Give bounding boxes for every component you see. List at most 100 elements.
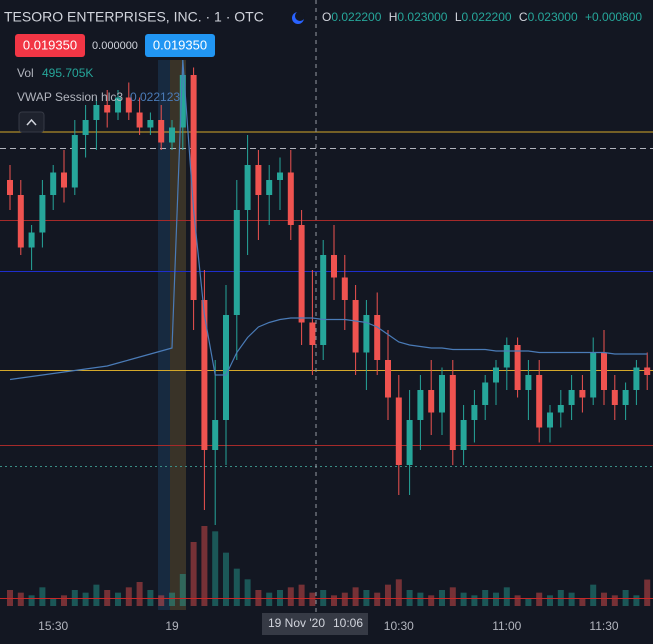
volume-bar <box>179 574 186 606</box>
candle-body <box>298 225 305 323</box>
candle-body <box>212 420 219 450</box>
buy-price[interactable]: 0.019350 <box>153 37 207 52</box>
candle-body <box>568 390 575 405</box>
candle-body <box>147 120 154 128</box>
volume-bar <box>82 592 89 606</box>
volume-bar <box>568 592 575 606</box>
volume-bar <box>385 584 391 606</box>
candle-body <box>460 420 467 450</box>
volume-bar <box>611 595 618 606</box>
spread: 0.000000 <box>92 40 138 52</box>
volume-bar <box>125 587 132 606</box>
candle-body <box>244 165 251 210</box>
candle-body <box>514 345 521 390</box>
candle-body <box>233 210 240 315</box>
volume-bar <box>61 595 67 606</box>
volume-bar <box>190 542 197 606</box>
volume-bar <box>514 595 521 606</box>
sell-button[interactable] <box>15 34 85 57</box>
volume-bar <box>503 587 510 606</box>
volume-bar <box>525 598 532 606</box>
volume-bar <box>395 579 402 606</box>
candle-body <box>190 75 197 300</box>
volume-bar <box>136 582 143 606</box>
c-value: 0.023000 <box>528 10 578 24</box>
volume-bar <box>115 592 121 606</box>
candle-body <box>471 405 478 420</box>
candle-body <box>363 315 370 353</box>
candle-body <box>590 352 597 398</box>
volume-bar <box>309 592 316 606</box>
candle-body <box>93 105 100 120</box>
o-value: 0.022200 <box>331 10 381 24</box>
volume-bar <box>601 592 607 606</box>
volume-bar <box>39 587 46 606</box>
volume-bar <box>17 592 24 606</box>
volume-bar <box>352 587 359 606</box>
vwap-value: 0.022123 <box>130 90 180 104</box>
c-label: C <box>519 10 528 24</box>
candle-body <box>71 135 78 188</box>
candle-body <box>136 112 143 128</box>
collapse-button[interactable] <box>18 111 45 133</box>
collapse-icon <box>26 118 37 126</box>
candle-body <box>266 180 273 195</box>
volume-bar <box>449 587 456 606</box>
vol-legend: Vol <box>17 66 34 80</box>
candle-body <box>158 120 165 143</box>
h-label: H <box>389 10 398 24</box>
symbol-title: TESORO ENTERPRISES, INC. · 1 · OTC <box>4 9 264 25</box>
crosshair-label <box>262 613 368 635</box>
candle-body <box>201 300 208 450</box>
volume-bar <box>428 595 435 606</box>
candle-body <box>428 390 435 413</box>
candle-body <box>633 367 640 390</box>
volume-bar <box>233 568 240 606</box>
buy-button[interactable] <box>145 34 215 57</box>
change-value: +0.000800 <box>585 10 642 24</box>
candle-body <box>395 397 402 465</box>
candle-body <box>622 390 629 405</box>
candle-body <box>82 120 89 135</box>
candle-body <box>255 165 262 195</box>
crosshair-date: 19 Nov '20 <box>268 616 325 630</box>
candle-body <box>115 97 121 113</box>
volume-bar <box>212 531 219 606</box>
candle-body <box>352 300 359 353</box>
volume-bar <box>547 595 553 606</box>
candle-body <box>547 412 553 428</box>
volume-bar <box>633 595 640 606</box>
volume-bar <box>590 584 597 606</box>
x-tick-label: 11:00 <box>492 619 521 633</box>
volume-bar <box>298 584 305 606</box>
sell-price[interactable]: 0.019350 <box>23 37 77 52</box>
candle-body <box>439 375 445 413</box>
volume-bar <box>536 592 543 606</box>
candle-body <box>503 345 510 368</box>
volume-bar <box>471 595 478 606</box>
session-band <box>158 60 170 610</box>
candle-body <box>417 390 424 420</box>
candle-body <box>309 322 316 345</box>
candle-body <box>28 232 35 248</box>
candle-body <box>341 277 348 300</box>
volume-bar <box>579 598 586 606</box>
o-label: O <box>322 10 331 24</box>
volume-bar <box>28 595 35 606</box>
candle-body <box>557 405 564 413</box>
x-axis: 15:30 19 10:30 11:00 11:30 <box>38 619 619 633</box>
volume-bar <box>374 592 381 606</box>
candle-body <box>449 375 456 450</box>
crosshair-time: 10:06 <box>333 616 363 630</box>
candle-body <box>385 360 391 398</box>
volume-bar <box>460 592 467 606</box>
ohlc-legend: O0.022200 H0.023000 L0.022200 C0.023000 … <box>322 10 642 24</box>
candle-body <box>50 172 57 195</box>
candle-body <box>179 75 186 128</box>
volume-bar <box>50 598 57 606</box>
volume-bar <box>493 592 499 606</box>
candle-body <box>125 97 132 113</box>
candle-body <box>374 315 381 360</box>
candle-body <box>223 315 229 420</box>
candle-body <box>579 390 586 398</box>
